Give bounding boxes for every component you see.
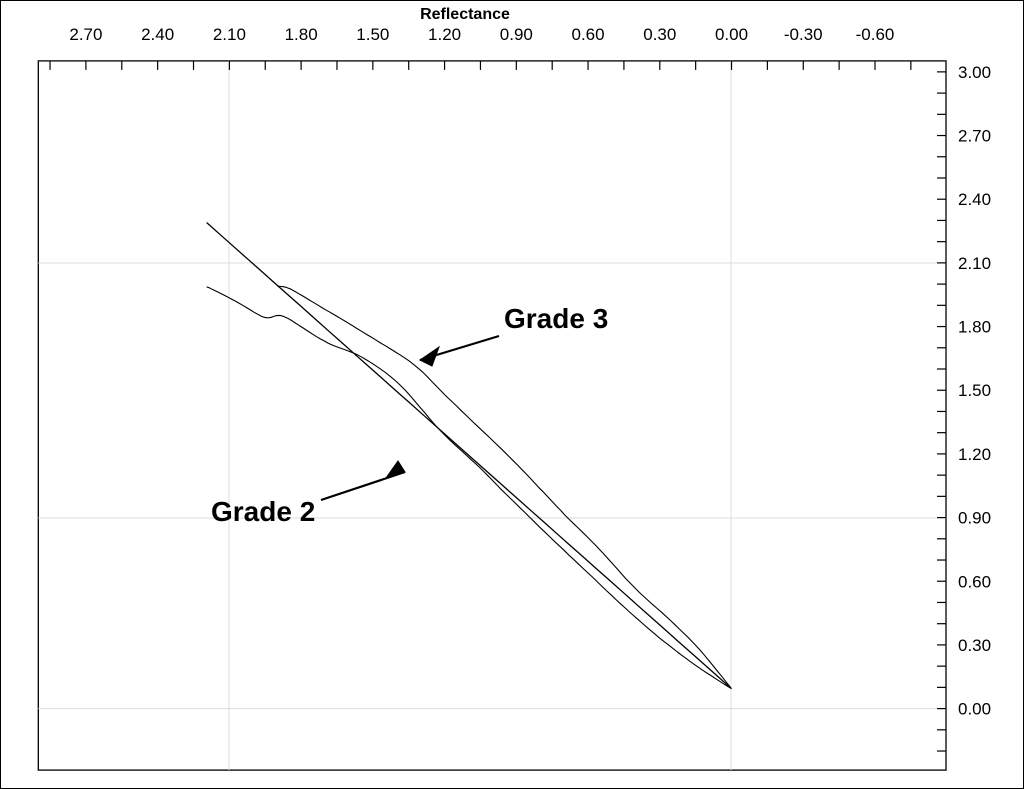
svg-text:-0.30: -0.30: [784, 25, 823, 44]
svg-text:2.10: 2.10: [958, 254, 991, 273]
svg-text:2.70: 2.70: [958, 127, 991, 146]
svg-text:0.00: 0.00: [715, 25, 748, 44]
svg-text:1.20: 1.20: [428, 25, 461, 44]
svg-text:1.80: 1.80: [285, 25, 318, 44]
svg-text:Reflectance: Reflectance: [420, 6, 510, 23]
svg-text:2.40: 2.40: [958, 190, 991, 209]
svg-text:Grade 3: Grade 3: [504, 303, 608, 334]
svg-text:2.70: 2.70: [69, 25, 102, 44]
svg-text:0.90: 0.90: [958, 509, 991, 528]
svg-text:0.30: 0.30: [958, 636, 991, 655]
svg-text:2.10: 2.10: [213, 25, 246, 44]
svg-text:0.90: 0.90: [500, 25, 533, 44]
svg-text:0.00: 0.00: [958, 700, 991, 719]
svg-text:0.30: 0.30: [643, 25, 676, 44]
svg-text:0.60: 0.60: [572, 25, 605, 44]
svg-text:Grade 2: Grade 2: [211, 496, 315, 527]
svg-text:1.50: 1.50: [958, 381, 991, 400]
svg-text:-0.60: -0.60: [856, 25, 895, 44]
svg-text:2.40: 2.40: [141, 25, 174, 44]
svg-text:1.20: 1.20: [958, 445, 991, 464]
svg-text:3.00: 3.00: [958, 63, 991, 82]
svg-text:1.80: 1.80: [958, 318, 991, 337]
svg-text:0.60: 0.60: [958, 572, 991, 591]
svg-text:1.50: 1.50: [356, 25, 389, 44]
